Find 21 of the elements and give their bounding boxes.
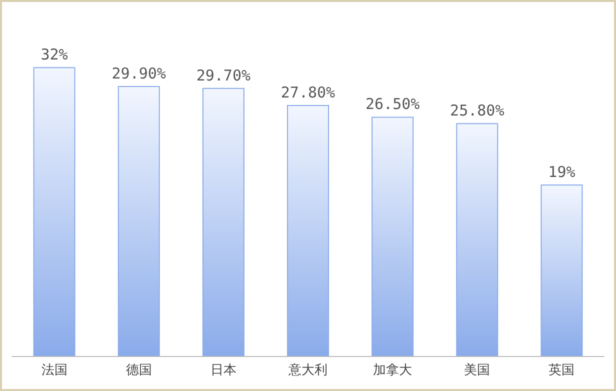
bar — [118, 86, 160, 356]
x-tick-label: 美国 — [464, 362, 490, 378]
data-label: 27.80% — [280, 84, 336, 102]
data-label: 19% — [548, 162, 576, 181]
data-label: 29.70% — [196, 66, 251, 84]
x-tick-label: 法国 — [41, 363, 68, 378]
bar — [456, 123, 498, 356]
bar — [287, 105, 329, 356]
bar — [33, 67, 76, 356]
bar — [540, 184, 583, 356]
data-label: 25.80% — [450, 102, 504, 120]
bar — [372, 116, 414, 356]
x-tick-label: 意大利 — [288, 363, 328, 378]
x-tick-label: 日本 — [210, 363, 236, 378]
data-label: 29.90% — [112, 64, 166, 83]
x-tick-label: 加拿大 — [373, 363, 412, 378]
x-tick-label: 德国 — [126, 363, 152, 378]
bar — [202, 88, 244, 356]
data-label: 26.50% — [365, 95, 420, 114]
x-tick-label: 英国 — [548, 363, 575, 378]
data-label: 32% — [40, 46, 68, 64]
